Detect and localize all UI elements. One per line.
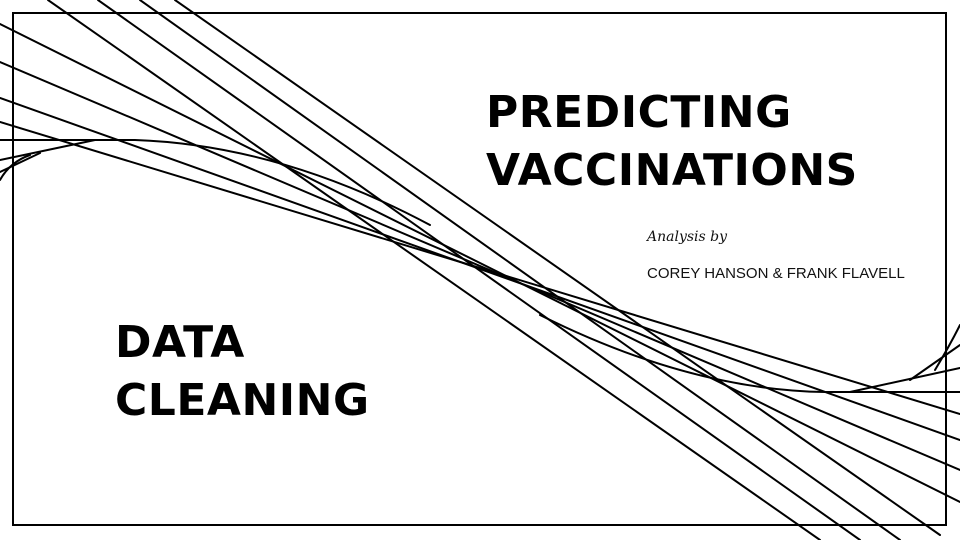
- section-title: DATA CLEANING: [115, 314, 370, 430]
- section-title-line-1: DATA: [115, 317, 245, 368]
- presentation-title: PREDICTING VACCINATIONS: [486, 84, 858, 200]
- section-title-line-2: CLEANING: [115, 375, 370, 426]
- byline-label: Analysis by: [647, 229, 728, 245]
- title-line-1: PREDICTING: [486, 87, 792, 138]
- slide-border-frame: [12, 12, 947, 526]
- title-line-2: VACCINATIONS: [486, 145, 858, 196]
- author-names: COREY HANSON & FRANK FLAVELL: [647, 265, 905, 282]
